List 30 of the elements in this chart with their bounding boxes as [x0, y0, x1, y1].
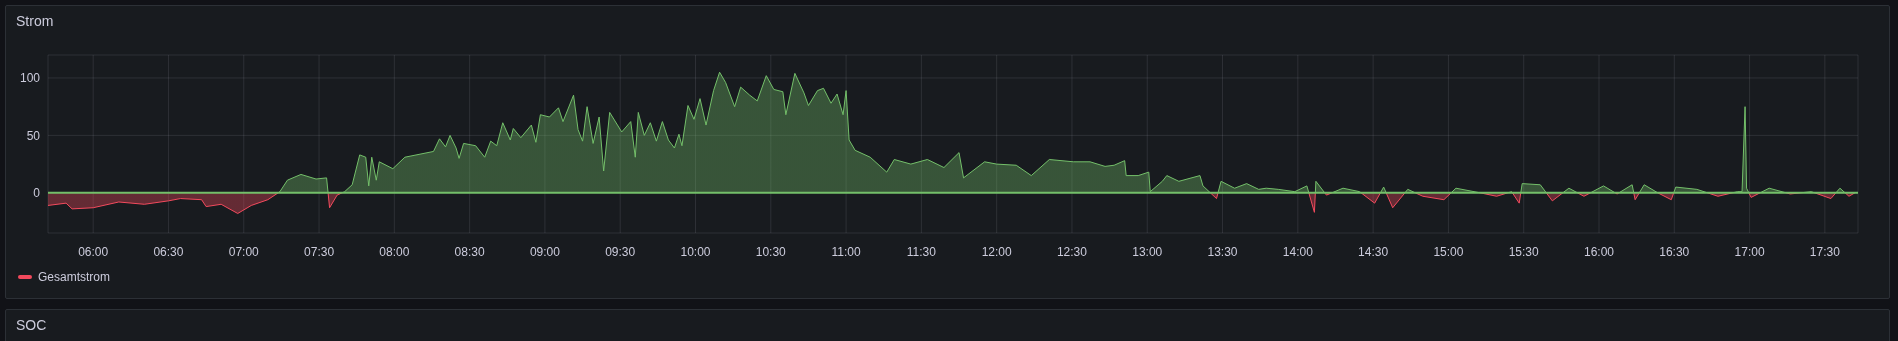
x-tick-label: 15:30: [1508, 244, 1540, 259]
x-tick-label: 07:00: [228, 244, 260, 259]
x-tick-label: 13:00: [1132, 244, 1163, 259]
x-tick-label: 08:00: [379, 244, 410, 259]
chart-title: Strom: [16, 13, 54, 29]
x-tick-label: 10:00: [680, 244, 711, 259]
x-tick-label: 06:30: [153, 244, 184, 259]
x-tick-label: 09:00: [529, 244, 561, 259]
y-tick-label: 0: [33, 186, 41, 201]
x-tick-label: 07:30: [304, 244, 335, 259]
x-tick-label: 13:30: [1207, 244, 1238, 259]
y-tick-label: 100: [19, 71, 41, 86]
text: SOC: [16, 317, 47, 333]
x-tick-label: 09:30: [605, 244, 636, 259]
x-tick-label: 17:00: [1734, 244, 1765, 259]
x-tick-label: 12:30: [1056, 244, 1088, 259]
x-tick-label: 14:00: [1282, 244, 1314, 259]
x-tick-label: 16:00: [1583, 244, 1615, 259]
x-tick-label: 12:00: [981, 244, 1013, 259]
x-tick-label: 11:00: [831, 244, 861, 259]
x-tick-label: 08:30: [454, 244, 485, 259]
x-tick-label: 14:30: [1358, 244, 1389, 259]
x-tick-label: 15:00: [1433, 244, 1464, 259]
legend-label: Gesamtstrom: [38, 270, 111, 284]
x-tick-label: 16:30: [1659, 244, 1690, 259]
x-tick-label: 11:30: [906, 244, 937, 259]
x-tick-label: 06:00: [78, 244, 109, 259]
x-tick-label: 17:30: [1809, 244, 1841, 259]
x-tick-label: 10:30: [755, 244, 787, 259]
y-tick-label: 50: [26, 128, 41, 143]
